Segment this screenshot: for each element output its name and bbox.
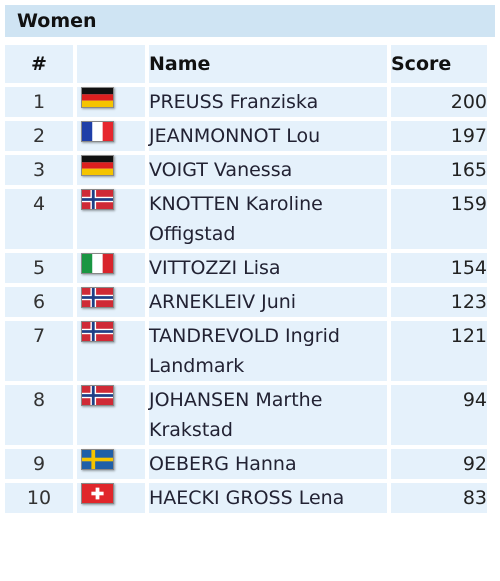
rank-cell: 4 [5, 189, 73, 249]
france-flag-icon [81, 121, 114, 142]
table-row: 2 JEANMONNOT Lou 197 [5, 121, 487, 151]
flag-cell [77, 449, 145, 479]
rank-cell: 7 [5, 321, 73, 381]
norway-flag-icon [81, 321, 114, 342]
score-cell: 200 [391, 87, 487, 117]
standings-table: # Name Score 1 PREUSS Franziska 200 2 JEANMO… [1, 41, 491, 517]
rank-cell: 9 [5, 449, 73, 479]
italy-flag-icon [81, 253, 114, 274]
rank-cell: 2 [5, 121, 73, 151]
rank-cell: 6 [5, 287, 73, 317]
norway-flag-icon [81, 385, 114, 406]
table-row: 9 OEBERG Hanna 92 [5, 449, 487, 479]
section-title: Women [5, 5, 495, 37]
athlete-name[interactable]: HAECKI GROSS Lena [149, 483, 387, 513]
table-header-row: # Name Score [5, 45, 487, 83]
rank-cell: 1 [5, 87, 73, 117]
athlete-name[interactable]: JEANMONNOT Lou [149, 121, 387, 151]
flag-cell [77, 155, 145, 185]
norway-flag-icon [81, 287, 114, 308]
score-cell: 159 [391, 189, 487, 249]
athlete-name[interactable]: KNOTTEN Karoline Offigstad [149, 189, 387, 249]
germany-flag-icon [81, 87, 114, 108]
score-cell: 121 [391, 321, 487, 381]
athlete-name[interactable]: ARNEKLEIV Juni [149, 287, 387, 317]
table-row: 4 KNOTTEN Karoline Offigstad 159 [5, 189, 487, 249]
rank-cell: 10 [5, 483, 73, 513]
germany-flag-icon [81, 155, 114, 176]
rank-cell: 8 [5, 385, 73, 445]
athlete-name[interactable]: JOHANSEN Marthe Krakstad [149, 385, 387, 445]
rank-cell: 5 [5, 253, 73, 283]
rank-column-header: # [5, 45, 73, 83]
table-row: 7 TANDREVOLD Ingrid Landmark 121 [5, 321, 487, 381]
flag-cell [77, 121, 145, 151]
score-cell: 123 [391, 287, 487, 317]
table-row: 8 JOHANSEN Marthe Krakstad 94 [5, 385, 487, 445]
score-cell: 165 [391, 155, 487, 185]
score-cell: 83 [391, 483, 487, 513]
score-cell: 154 [391, 253, 487, 283]
norway-flag-icon [81, 189, 114, 210]
score-cell: 197 [391, 121, 487, 151]
score-column-header: Score [391, 45, 487, 83]
athlete-name[interactable]: VITTOZZI Lisa [149, 253, 387, 283]
table-row: 5 VITTOZZI Lisa 154 [5, 253, 487, 283]
score-cell: 94 [391, 385, 487, 445]
table-row: 10 HAECKI GROSS Lena 83 [5, 483, 487, 513]
athlete-name[interactable]: PREUSS Franziska [149, 87, 387, 117]
flag-cell [77, 287, 145, 317]
athlete-name[interactable]: OEBERG Hanna [149, 449, 387, 479]
sweden-flag-icon [81, 449, 114, 470]
flag-cell [77, 87, 145, 117]
flag-column-header [77, 45, 145, 83]
table-row: 6 ARNEKLEIV Juni 123 [5, 287, 487, 317]
athlete-name[interactable]: TANDREVOLD Ingrid Landmark [149, 321, 387, 381]
switzerland-flag-icon [81, 483, 114, 504]
flag-cell [77, 189, 145, 249]
flag-cell [77, 253, 145, 283]
name-column-header: Name [149, 45, 387, 83]
flag-cell [77, 385, 145, 445]
table-row: 3 VOIGT Vanessa 165 [5, 155, 487, 185]
table-row: 1 PREUSS Franziska 200 [5, 87, 487, 117]
score-cell: 92 [391, 449, 487, 479]
rank-cell: 3 [5, 155, 73, 185]
athlete-name[interactable]: VOIGT Vanessa [149, 155, 387, 185]
flag-cell [77, 483, 145, 513]
flag-cell [77, 321, 145, 381]
